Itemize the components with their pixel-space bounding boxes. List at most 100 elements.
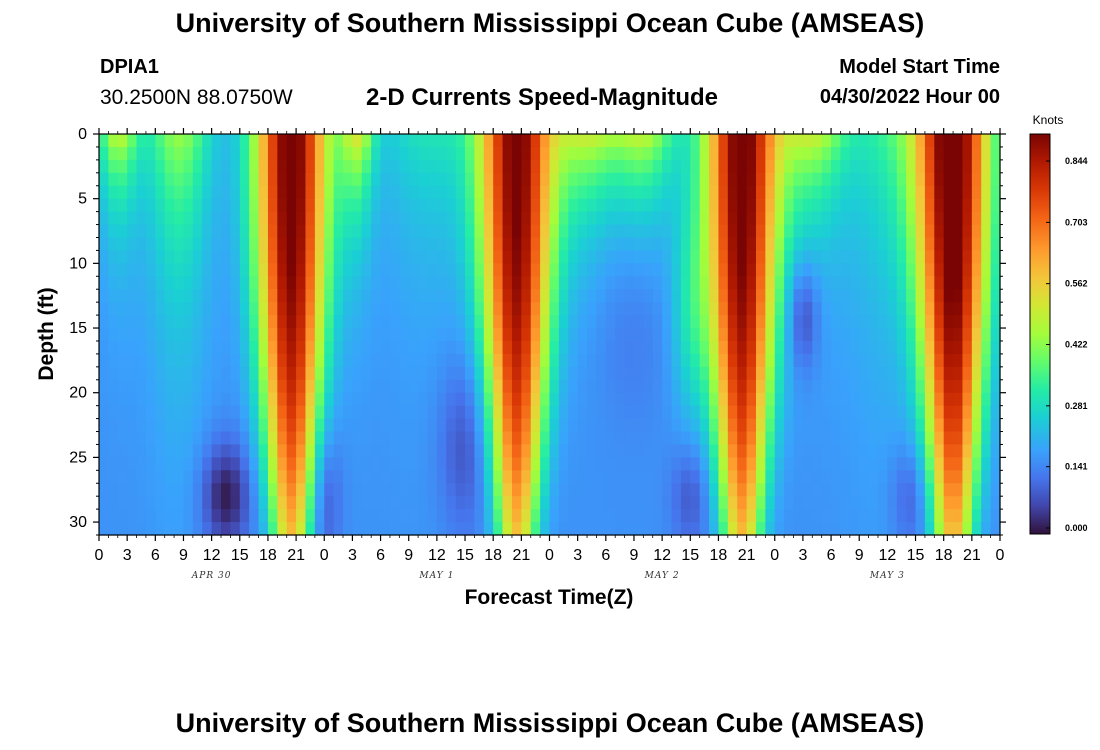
- heatmap-cell: [136, 237, 147, 252]
- heatmap-cell: [380, 431, 391, 446]
- heatmap-cell: [849, 509, 860, 523]
- heatmap-cell: [934, 276, 945, 290]
- heatmap-cell: [174, 211, 185, 226]
- heatmap-cell: [765, 211, 776, 226]
- heatmap-cell: [587, 470, 598, 484]
- heatmap-cell: [765, 340, 776, 355]
- heatmap-cell: [633, 483, 644, 497]
- heatmap-cell: [755, 211, 766, 226]
- heatmap-cell: [962, 483, 973, 497]
- heatmap-cell: [389, 237, 400, 252]
- heatmap-cell: [784, 483, 795, 497]
- heatmap-cell: [746, 146, 757, 161]
- heatmap-cell: [145, 470, 156, 484]
- heatmap-cell: [953, 146, 964, 161]
- heatmap-cell: [183, 444, 194, 458]
- heatmap-cell: [117, 224, 128, 239]
- heatmap-cell: [558, 340, 569, 355]
- heatmap-cell: [755, 328, 766, 342]
- heatmap-cell: [812, 224, 823, 239]
- heatmap-cell: [465, 185, 476, 200]
- heatmap-cell: [765, 418, 776, 433]
- heatmap-cell: [587, 289, 598, 303]
- heatmap-cell: [821, 134, 832, 148]
- heatmap-cell: [333, 431, 344, 446]
- heatmap-cell: [540, 328, 551, 342]
- heatmap-cell: [324, 276, 335, 290]
- heatmap-cell: [446, 328, 457, 342]
- heatmap-cell: [784, 172, 795, 187]
- heatmap-cell: [192, 509, 203, 523]
- heatmap-cell: [868, 302, 879, 316]
- heatmap-cell: [568, 289, 579, 303]
- heatmap-cell: [990, 405, 1001, 420]
- heatmap-cell: [408, 172, 419, 187]
- heatmap-cell: [587, 496, 598, 510]
- heatmap-cell: [314, 159, 325, 174]
- heatmap-cell: [361, 483, 372, 497]
- heatmap-cell: [615, 496, 626, 510]
- heatmap-cell: [718, 431, 729, 446]
- heatmap-cell: [164, 353, 175, 368]
- heatmap-cell: [718, 172, 729, 187]
- heatmap-cell: [267, 263, 278, 277]
- heatmap-cell: [352, 237, 363, 252]
- heatmap-cell: [540, 340, 551, 355]
- heatmap-cell: [831, 328, 842, 342]
- heatmap-cell: [155, 340, 166, 355]
- heatmap-cell: [596, 224, 607, 239]
- heatmap-cell: [455, 224, 466, 239]
- heatmap-cell: [971, 172, 982, 187]
- heatmap-cell: [896, 224, 907, 239]
- heatmap-cell: [136, 250, 147, 264]
- heatmap-cell: [953, 418, 964, 433]
- heatmap-cell: [136, 470, 147, 484]
- heatmap-cell: [568, 263, 579, 277]
- heatmap-cell: [587, 392, 598, 407]
- heatmap-cell: [577, 483, 588, 497]
- heatmap-cell: [202, 353, 213, 368]
- heatmap-cell: [258, 237, 269, 252]
- heatmap-cell: [239, 353, 250, 368]
- heatmap-cell: [296, 263, 307, 277]
- heatmap-cell: [718, 237, 729, 252]
- heatmap-cell: [221, 134, 231, 148]
- heatmap-cell: [755, 289, 766, 303]
- heatmap-cell: [962, 379, 973, 394]
- heatmap-cell: [558, 276, 569, 290]
- heatmap-cell: [746, 457, 757, 471]
- heatmap-cell: [962, 444, 973, 458]
- x-tick-label: 12: [428, 547, 446, 564]
- heatmap-cell: [812, 379, 823, 394]
- heatmap-cell: [671, 444, 682, 458]
- heatmap-cell: [605, 483, 616, 497]
- heatmap-cell: [943, 470, 954, 484]
- heatmap-cell: [389, 470, 400, 484]
- heatmap-cell: [521, 405, 532, 420]
- heatmap-cell: [549, 237, 560, 252]
- heatmap-cell: [690, 224, 701, 239]
- heatmap-cell: [474, 470, 485, 484]
- heatmap-cell: [427, 366, 438, 381]
- heatmap-cell: [99, 405, 109, 420]
- heatmap-cell: [652, 315, 663, 329]
- heatmap-cell: [361, 496, 372, 510]
- heatmap-cell: [511, 470, 522, 484]
- heatmap-cell: [671, 185, 682, 200]
- heatmap-cell: [314, 483, 325, 497]
- heatmap-cell: [896, 328, 907, 342]
- heatmap-cell: [258, 496, 269, 510]
- heatmap-cell: [690, 289, 701, 303]
- heatmap-cell: [737, 405, 748, 420]
- heatmap-cell: [633, 522, 644, 536]
- heatmap-cell: [727, 457, 738, 471]
- heatmap-cell: [296, 457, 307, 471]
- heatmap-cell: [906, 405, 917, 420]
- heatmap-cell: [981, 522, 992, 536]
- heatmap-cell: [174, 392, 185, 407]
- heatmap-cell: [221, 496, 231, 510]
- heatmap-cell: [446, 159, 457, 174]
- heatmap-cell: [343, 211, 354, 226]
- heatmap-cell: [633, 418, 644, 433]
- heatmap-cell: [549, 224, 560, 239]
